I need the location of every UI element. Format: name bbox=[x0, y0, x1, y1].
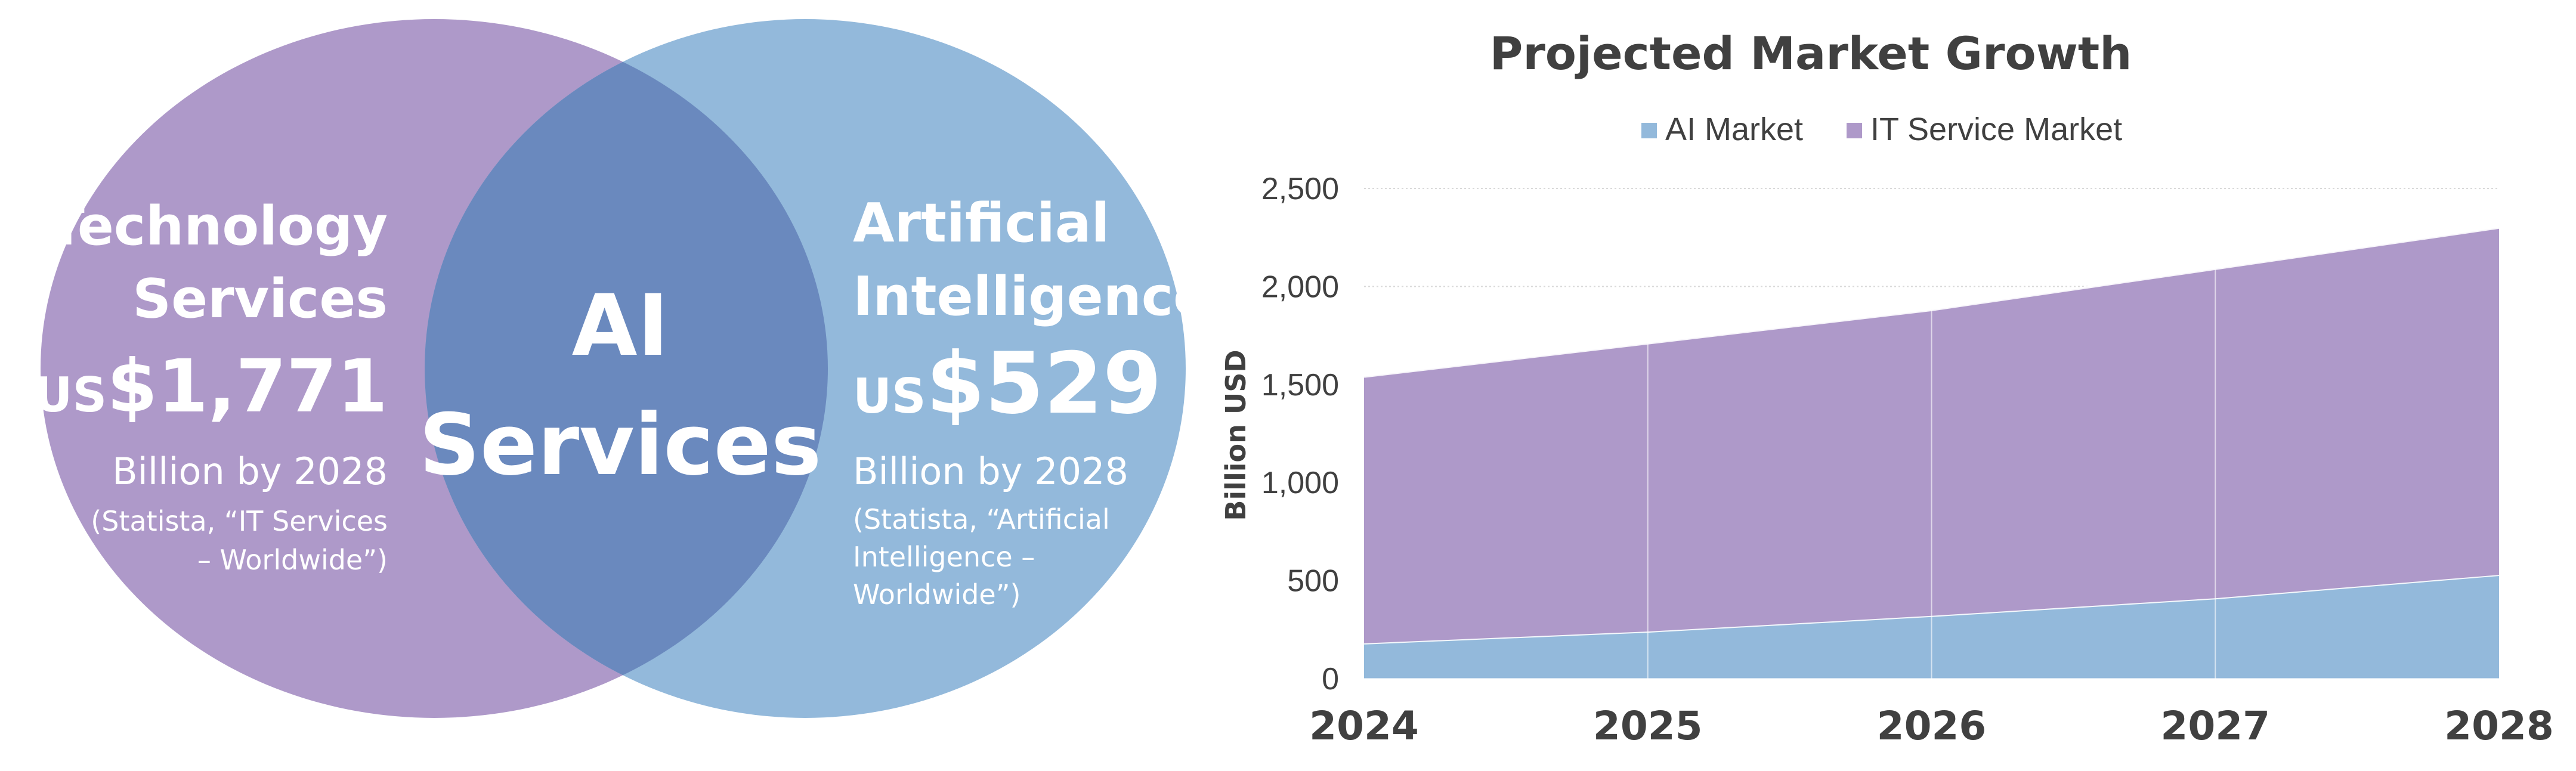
right-subtitle: Billion by 2028 bbox=[853, 450, 1128, 493]
chart-vertical-gridlines bbox=[1364, 268, 2499, 679]
right-title-line1: Artificial bbox=[853, 192, 1109, 255]
right-value-prefix: US bbox=[853, 369, 926, 424]
y-axis-label: Billion USD bbox=[1220, 349, 1252, 521]
chart-title: Projected Market Growth bbox=[1490, 27, 2132, 80]
y-tick-label: 500 bbox=[1287, 564, 1339, 599]
left-source-line1: (Statista, “IT Services bbox=[91, 505, 388, 537]
y-tick-label: 2,500 bbox=[1261, 172, 1339, 206]
left-title-line1: Technology bbox=[48, 195, 388, 258]
venn-overlap bbox=[425, 19, 828, 718]
left-value: US$1,771 bbox=[34, 344, 388, 429]
right-value-amount: $529 bbox=[926, 335, 1162, 433]
left-title-line2: Services bbox=[132, 268, 388, 330]
x-tick-label: 2026 bbox=[1877, 703, 1987, 749]
left-source-line2: – Worldwide”) bbox=[197, 544, 388, 576]
legend-swatch-ai-market bbox=[1641, 123, 1657, 138]
y-tick-label: 1,000 bbox=[1261, 466, 1339, 500]
chart-legend: AI Market IT Service Market bbox=[1641, 112, 2122, 147]
x-tick-label: 2028 bbox=[2444, 703, 2554, 749]
center-line2: Services bbox=[419, 396, 822, 494]
x-tick-label: 2024 bbox=[1309, 703, 1419, 749]
right-source-line1: (Statista, “Artificial bbox=[853, 503, 1110, 535]
legend-swatch-it-service-market bbox=[1847, 123, 1862, 138]
venn-diagram: Technology Services US$1,771 Billion by … bbox=[34, 19, 1210, 718]
center-line1: AI bbox=[572, 277, 669, 375]
x-axis-ticks: 2024 2025 2026 2027 2028 bbox=[1309, 703, 2554, 749]
legend-label-it-service-market: IT Service Market bbox=[1870, 112, 2122, 147]
right-title-line2: Intelligence bbox=[853, 265, 1210, 328]
market-growth-chart: Projected Market Growth AI Market IT Ser… bbox=[1220, 27, 2554, 749]
x-tick-label: 2027 bbox=[2160, 703, 2270, 749]
left-value-prefix: US bbox=[34, 367, 107, 423]
y-tick-label: 1,500 bbox=[1261, 368, 1339, 402]
x-tick-label: 2025 bbox=[1593, 703, 1703, 749]
right-source-line2: Intelligence – bbox=[853, 541, 1035, 573]
left-value-amount: $1,771 bbox=[107, 344, 388, 429]
right-source-line3: Worldwide”) bbox=[853, 578, 1021, 611]
legend-label-ai-market: AI Market bbox=[1665, 112, 1803, 147]
left-subtitle: Billion by 2028 bbox=[112, 450, 388, 493]
right-value: US$529 bbox=[853, 335, 1162, 433]
y-tick-label: 2,000 bbox=[1261, 270, 1339, 304]
y-tick-label: 0 bbox=[1322, 662, 1339, 696]
y-axis-ticks: 0 500 1,000 1,500 2,000 2,500 bbox=[1261, 172, 1339, 696]
